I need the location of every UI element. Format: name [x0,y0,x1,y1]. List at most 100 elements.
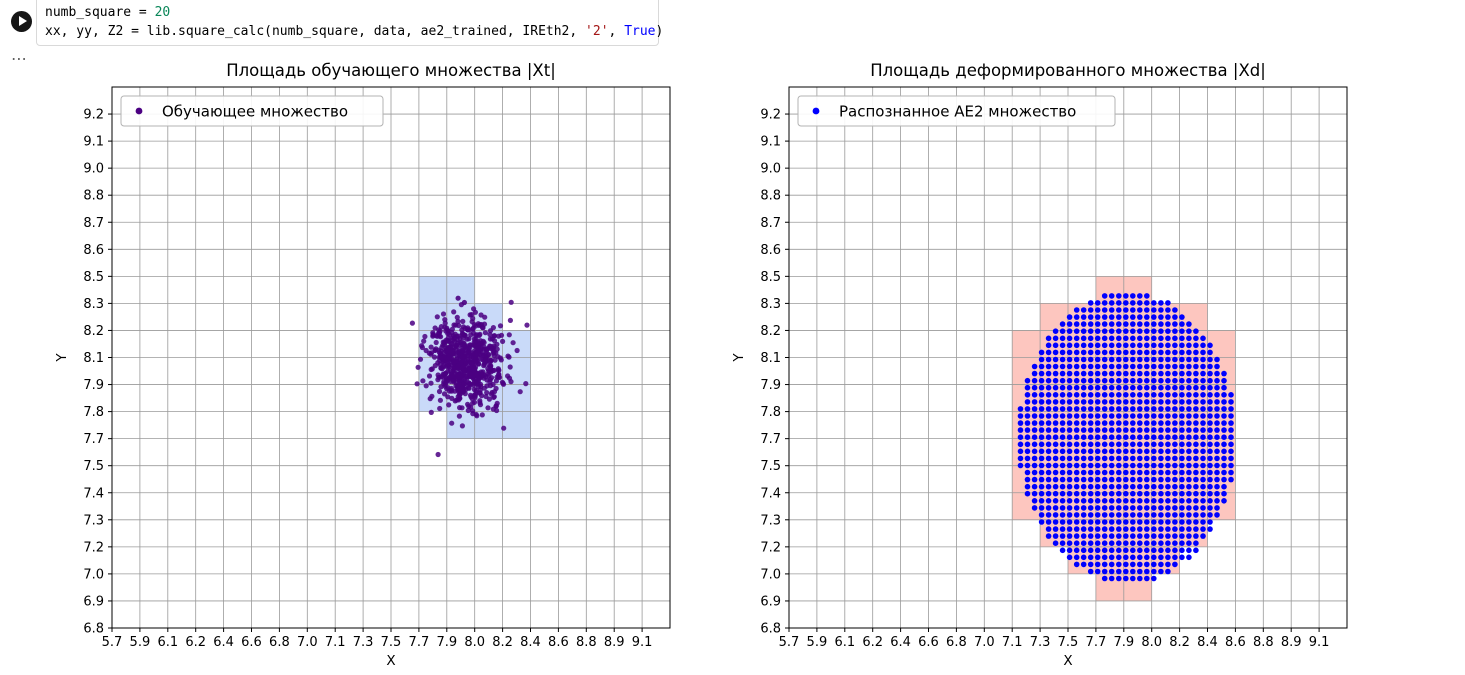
right-xlabel: X [1063,653,1072,669]
y-tick-label: 7.5 [760,459,781,474]
y-tick-label: 9.0 [83,162,104,177]
x-tick-label: 5.7 [779,635,800,650]
y-tick-label: 7.8 [83,405,104,420]
code-cell-input[interactable] [36,0,659,46]
left-legend-label: Обучающее множество [162,103,348,121]
code-token-default: numb_square = [45,5,155,20]
left-xlabel: X [386,653,395,669]
y-tick-label: 7.8 [760,405,781,420]
y-tick-label: 6.8 [760,622,781,637]
y-tick-label: 9.0 [760,162,781,177]
y-tick-label: 6.9 [83,594,104,609]
x-tick-label: 6.6 [241,635,262,650]
left-legend: Обучающее множество [120,95,384,127]
y-tick-label: 6.8 [83,622,104,637]
cell-toolbar-ellipsis[interactable]: ⋯ [11,51,27,68]
y-tick-label: 8.1 [760,351,781,366]
y-tick-label: 8.7 [760,216,781,231]
y-tick-label: 8.2 [760,324,781,339]
code-token-keyword: True [624,24,656,39]
y-tick-label: 7.0 [760,567,781,582]
code-token-default: , [608,24,625,39]
left-chart: 9.2 9.1 9.0 8.8 8.7 8.6 8.5 8.3 8.2 8.1 7.9 7.8 7.7 7… [54,61,671,669]
play-icon [19,16,27,26]
left-legend-marker [135,107,143,115]
code-token-default: ) [655,24,664,39]
x-tick-label: 8.8 [1253,635,1274,650]
x-tick-label: 6.6 [918,635,939,650]
y-tick-label: 7.4 [83,486,104,501]
x-tick-label: 7.3 [353,635,374,650]
y-tick-label: 6.9 [760,594,781,609]
y-tick-label: 7.3 [83,513,104,528]
y-tick-label: 7.0 [83,567,104,582]
x-tick-label: 8.8 [576,635,597,650]
y-tick-label: 9.2 [760,108,781,123]
y-tick-label: 7.2 [83,540,104,555]
y-tick-label: 8.1 [83,351,104,366]
x-tick-label: 7.0 [297,635,318,650]
right-legend-marker [812,107,820,115]
x-tick-label: 7.1 [325,635,346,650]
x-tick-label: 8.0 [1141,635,1162,650]
x-tick-label: 9.1 [1309,635,1330,650]
y-tick-label: 7.9 [760,378,781,393]
y-tick-label: 7.4 [760,486,781,501]
x-tick-label: 8.6 [1225,635,1246,650]
y-tick-label: 7.9 [83,378,104,393]
x-tick-label: 5.9 [130,635,151,650]
x-tick-label: 7.5 [1058,635,1079,650]
code-editor[interactable]: numb_square = 20 xx, yy, Z2 = lib.square_… [45,3,663,41]
code-line: xx, yy, Z2 = lib.square_calc(numb_square… [45,22,663,41]
y-tick-label: 8.8 [760,189,781,204]
y-tick-label: 8.5 [760,270,781,285]
y-tick-label: 7.7 [760,432,781,447]
x-tick-label: 8.4 [520,635,541,650]
y-tick-label: 9.1 [83,135,104,150]
y-tick-label: 7.7 [83,432,104,447]
x-tick-label: 6.2 [862,635,883,650]
run-cell-button[interactable] [11,11,32,32]
x-tick-label: 8.0 [464,635,485,650]
x-tick-label: 7.1 [1002,635,1023,650]
x-tick-label: 5.7 [102,635,123,650]
y-tick-label: 8.7 [83,216,104,231]
y-tick-label: 7.5 [83,459,104,474]
code-token-default: xx, yy, Z2 = lib.square_calc(numb_square… [45,24,586,39]
y-tick-label: 8.6 [760,243,781,258]
x-tick-label: 9.1 [632,635,653,650]
x-tick-label: 7.7 [409,635,430,650]
x-tick-label: 5.9 [807,635,828,650]
right-ylabel: Y [731,353,747,363]
x-tick-label: 6.8 [269,635,290,650]
x-tick-label: 6.1 [834,635,855,650]
left-ylabel: Y [54,353,70,363]
x-tick-label: 7.9 [1113,635,1134,650]
y-tick-label: 8.8 [83,189,104,204]
x-tick-label: 7.9 [436,635,457,650]
right-legend: Распознанное AE2 множество [797,95,1116,127]
left-chart-title: Площадь обучающего множества |Xt| [226,61,556,80]
y-tick-label: 8.3 [760,297,781,312]
y-tick-label: 9.2 [83,108,104,123]
x-tick-label: 6.2 [185,635,206,650]
y-tick-label: 8.6 [83,243,104,258]
x-tick-label: 6.8 [946,635,967,650]
x-tick-label: 7.3 [1030,635,1051,650]
right-legend-label: Распознанное AE2 множество [839,103,1076,121]
x-tick-label: 7.5 [381,635,402,650]
y-tick-label: 9.1 [760,135,781,150]
x-tick-label: 8.9 [604,635,625,650]
x-tick-label: 7.0 [974,635,995,650]
y-tick-label: 8.2 [83,324,104,339]
x-tick-label: 7.7 [1086,635,1107,650]
right-chart: 9.2 9.1 9.0 8.8 8.7 8.6 8.5 8.3 8.2 8.1 7.9 7.8 7.7 7… [731,61,1348,669]
code-line: numb_square = 20 [45,3,663,22]
x-tick-label: 6.4 [890,635,911,650]
x-tick-label: 8.6 [548,635,569,650]
x-tick-label: 8.4 [1197,635,1218,650]
y-tick-label: 7.3 [760,513,781,528]
x-tick-label: 8.2 [1169,635,1190,650]
